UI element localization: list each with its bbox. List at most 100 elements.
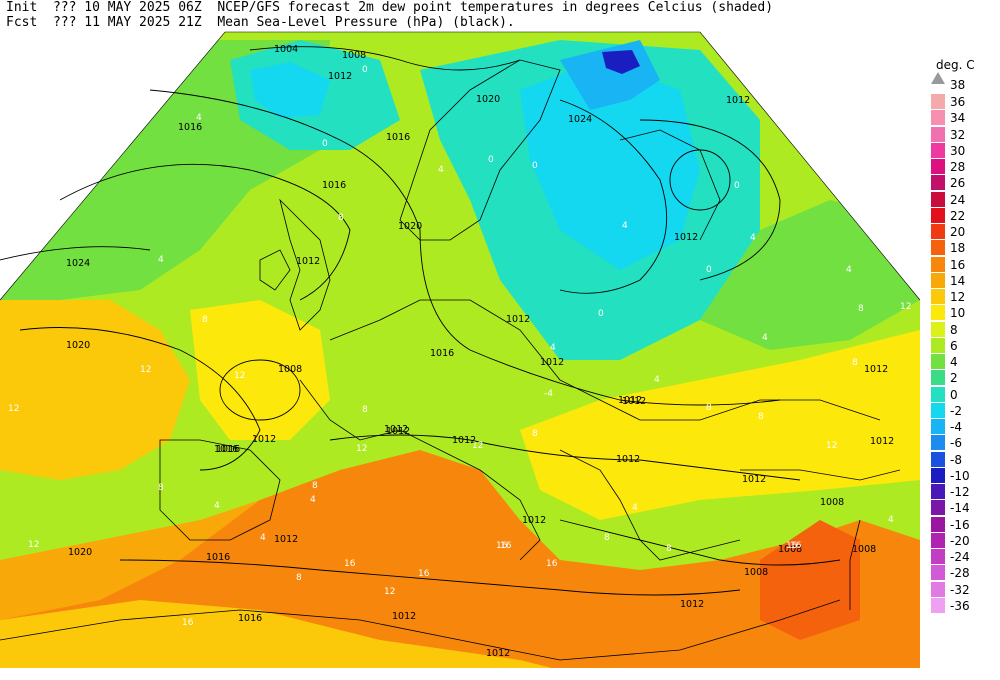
legend-overflow-triangle-icon [931, 72, 945, 84]
isobar-label: 1016 [206, 552, 230, 563]
dewpoint-label: 0 [734, 181, 740, 191]
isobar-label: 1012 [864, 364, 888, 375]
legend-label: -8 [950, 452, 962, 467]
dewpoint-label: 4 [632, 503, 638, 513]
dewpoint-label: 0 [322, 139, 328, 149]
init-time: ??? 10 MAY 2025 06Z [52, 0, 202, 15]
shade-sahara-12 [0, 600, 600, 668]
dewpoint-label: 0 [362, 65, 368, 75]
shade-kola-deep [602, 50, 640, 74]
dewpoint-label: 4 [750, 233, 756, 243]
legend-label: -28 [950, 566, 970, 581]
dewpoint-label: 8 [202, 315, 208, 325]
dewpoint-label: 8 [858, 304, 864, 314]
dewpoint-label: 8 [362, 405, 368, 415]
coastlines [0, 59, 901, 661]
legend-label: 22 [950, 208, 966, 223]
dewpoint-label: -4 [544, 389, 553, 399]
isobar-label: 1016 [322, 180, 346, 191]
legend-swatch [931, 289, 945, 304]
isobar-label: 1016 [214, 444, 238, 455]
dewpoint-label: 4 [654, 375, 660, 385]
isobar-label: 1012 [680, 599, 704, 610]
isobar-label: 1012 [452, 435, 476, 446]
legend-label: 10 [950, 306, 966, 321]
isobar-label: 1004 [274, 44, 298, 55]
legend-swatch [931, 484, 945, 499]
legend-swatch [931, 94, 945, 109]
dewpoint-label: 4 [550, 343, 556, 353]
legend-label: -4 [950, 420, 962, 434]
isobar-label: 1016 [386, 132, 410, 143]
legend-label: -2 [950, 403, 962, 418]
legend-label: -16 [950, 517, 970, 532]
legend-overflow-value: 38 [950, 78, 966, 92]
legend-swatch [931, 126, 945, 142]
dewpoint-label: 12 [900, 302, 911, 312]
isobar-label: 1008 [852, 544, 876, 555]
isobar-label: 1012 [486, 648, 510, 659]
dewpoint-label: 8 [312, 481, 318, 491]
color-legend: deg. C 38 36 34 32 30 28 26 24 22 20 18 16 14 12 10 8 6… [926, 56, 1000, 616]
legend-title: deg. C [936, 58, 975, 72]
shade-levant-18 [760, 520, 860, 640]
dewpoint-label: 4 [846, 265, 852, 275]
dewpoint-label: 8 [706, 403, 712, 413]
dewpoint-label: 0 [706, 265, 712, 275]
legend-swatch [931, 224, 945, 239]
dewpoint-label: 16 [344, 559, 356, 569]
dewpoint-label: 12 [384, 587, 395, 597]
dewpoint-label: 8 [296, 573, 302, 583]
dewpoint-label: 0 [488, 155, 494, 165]
legend-swatch [931, 435, 945, 451]
isobar-label: 1012 [296, 256, 320, 267]
isobar-label: 1012 [870, 436, 894, 447]
legend-label: 36 [950, 95, 966, 109]
legend-swatch [931, 419, 945, 434]
isobar-label: 1012 [522, 515, 546, 526]
dewpoint-label: 8 [338, 213, 344, 223]
dewpoint-label: 12 [140, 365, 151, 375]
legend-label: 34 [950, 111, 966, 126]
dewpoint-label: 4 [158, 255, 164, 265]
domain-edge [0, 31, 920, 301]
dewpoint-label: 12 [826, 441, 837, 451]
legend-label: -24 [950, 550, 970, 564]
legend-label: 8 [950, 322, 958, 337]
init-label: Init [6, 0, 38, 15]
dewpoint-label: 12 [28, 540, 39, 550]
isobar-label: 1020 [68, 547, 92, 558]
dewpoint-label: 0 [532, 161, 538, 171]
isobar-label: 1016 [178, 122, 202, 133]
legend-swatch [931, 516, 945, 532]
legend-label: 20 [950, 225, 966, 239]
dewpoint-label: 16 [182, 618, 194, 628]
legend-swatch [931, 354, 945, 369]
shade-balkans-10 [520, 330, 920, 520]
header-line-1: Init ??? 10 MAY 2025 06Z NCEP/GFS foreca… [6, 1, 773, 15]
legend-swatch [931, 159, 945, 174]
dewpoint-label: 4 [310, 495, 316, 505]
legend-swatch [931, 337, 945, 353]
legend-swatch [931, 500, 945, 516]
legend-swatch [931, 467, 945, 483]
legend-label: 26 [950, 176, 966, 191]
isobar-label: 1024 [568, 114, 592, 125]
isobar-label: 1012 [392, 611, 416, 622]
legend-swatch [931, 386, 945, 402]
legend-label: 14 [950, 273, 966, 288]
legend-label: -36 [950, 598, 970, 613]
dewpoint-label: 16 [786, 541, 798, 551]
legend-swatch [931, 175, 945, 191]
dewpoint-label: 16 [500, 541, 512, 551]
forecast-label: Fcst [6, 15, 38, 30]
isobar-label: 1012 [674, 232, 698, 243]
isobar-label: 1020 [398, 221, 422, 232]
legend-swatch [931, 207, 945, 223]
legend-swatch [931, 451, 945, 467]
dewpoint-label: 4 [260, 533, 266, 543]
isobar-label: 1012 [384, 424, 408, 435]
dewpoint-label: 12 [356, 444, 367, 454]
legend-label: 28 [950, 160, 966, 174]
dewpoint-label: 8 [604, 533, 610, 543]
